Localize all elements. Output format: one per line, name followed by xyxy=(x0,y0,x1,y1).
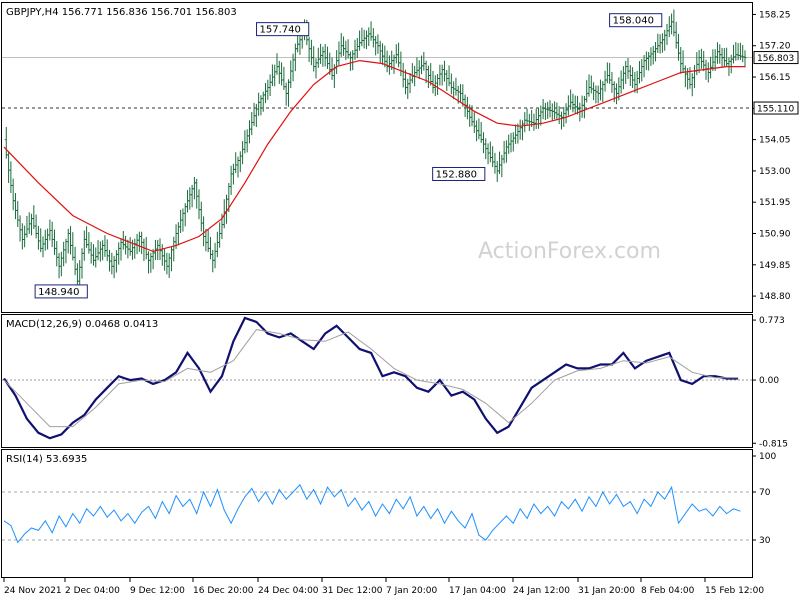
x-tick-label: 17 Jan 04:00 xyxy=(449,586,506,596)
rsi-y-tick-label: 70 xyxy=(759,488,771,498)
current-price-box xyxy=(753,51,799,65)
level-price-label: 155.110 xyxy=(757,105,794,115)
x-tick-label: 9 Dec 12:00 xyxy=(130,586,185,596)
x-tick-label: 31 Jan 20:00 xyxy=(578,586,635,596)
moving-average-line xyxy=(3,59,745,253)
price-layer: 157.740 158.040 152.880 148.940 xyxy=(2,9,752,299)
x-tick-label: 8 Feb 04:00 xyxy=(641,586,695,596)
price-y-tick-label: 150.90 xyxy=(759,230,791,240)
rsi-panel-title: RSI(14) 53.6935 xyxy=(6,454,87,465)
watermark-text: ActionForex.com xyxy=(478,239,661,264)
x-tick-label: 15 Feb 12:00 xyxy=(705,586,764,596)
price-annotation-label: 152.880 xyxy=(436,169,477,180)
macd-panel-frame xyxy=(1,314,753,448)
macd-line xyxy=(3,316,739,440)
price-y-tick-label: 148.80 xyxy=(759,292,791,302)
level-price-box xyxy=(753,101,799,115)
price-annotation-box xyxy=(256,22,310,37)
price-y-tick-label: 151.95 xyxy=(759,198,791,208)
price-panel-title: GBPJPY,H4 156.771 156.836 156.701 156.80… xyxy=(6,7,237,18)
macd-y-tick-label: 0.773 xyxy=(759,316,785,326)
price-panel-frame xyxy=(1,2,753,313)
price-annotation-label: 157.740 xyxy=(260,25,301,36)
price-y-tick-label: 149.85 xyxy=(759,261,791,271)
price-y-tick-label: 157.20 xyxy=(759,42,791,52)
price-y-tick-label: 158.25 xyxy=(759,10,791,20)
macd-layer xyxy=(2,316,752,440)
macd-signal-line xyxy=(3,329,739,428)
macd-y-tick-label: 0.00 xyxy=(759,376,779,386)
price-annotation-box xyxy=(609,13,663,28)
price-annotation-label: 148.940 xyxy=(38,287,79,298)
rsi-y-tick-label: 100 xyxy=(759,452,776,462)
price-annotation-box xyxy=(34,284,88,299)
price-y-tick-label: 156.15 xyxy=(759,73,791,83)
x-tick-label: 24 Dec 04:00 xyxy=(258,586,319,596)
x-tick-label: 24 Nov 2021 xyxy=(4,586,62,596)
rsi-y-tick-label: 30 xyxy=(759,536,771,546)
x-tick-label: 2 Dec 04:00 xyxy=(65,586,120,596)
macd-y-tick-label: -0.815 xyxy=(759,439,788,449)
price-y-tick-label: 153.00 xyxy=(759,167,791,177)
x-tick-label: 31 Dec 12:00 xyxy=(322,586,383,596)
rsi-line xyxy=(3,483,741,544)
x-tick-label: 24 Jan 12:00 xyxy=(513,586,570,596)
price-annotation-label: 158.040 xyxy=(613,16,654,27)
rsi-layer xyxy=(2,483,752,544)
macd-panel-title: MACD(12,26,9) 0.0468 0.0413 xyxy=(6,319,158,330)
x-tick-label: 7 Jan 20:00 xyxy=(386,586,438,596)
x-tick-label: 16 Dec 20:00 xyxy=(193,586,254,596)
price-y-tick-label: 154.05 xyxy=(759,136,791,146)
current-price-label: 156.803 xyxy=(757,54,794,64)
axis-layer: 158.25157.20156.15155.10154.05153.00151.… xyxy=(3,10,799,596)
price-annotation-box xyxy=(432,166,486,181)
